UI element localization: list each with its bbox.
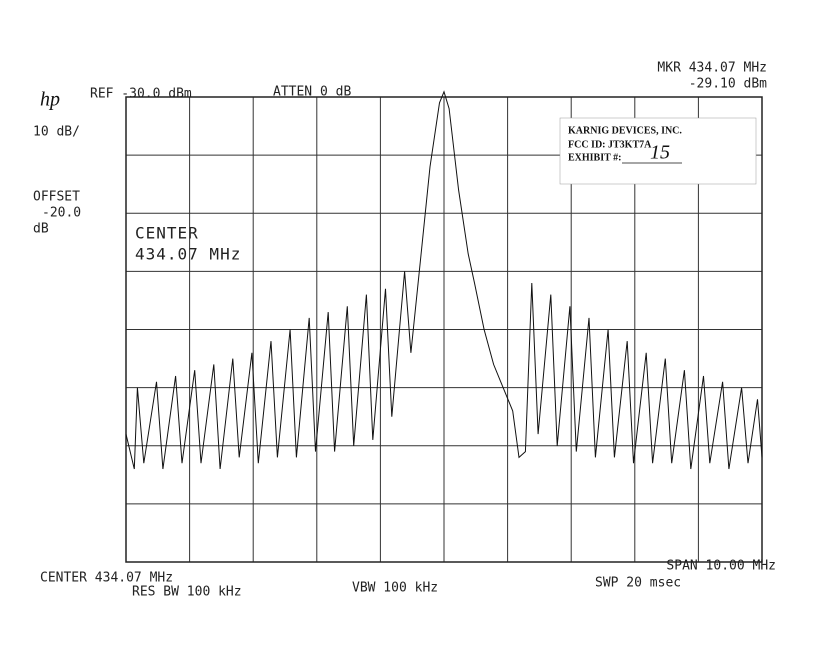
attenuation: ATTEN 0 dB: [273, 85, 351, 100]
marker-freq: MKR 434.07 MHz: [657, 61, 767, 76]
stamp-company: KARNIG DEVICES, INC.: [568, 125, 682, 136]
sweep: SWP 20 msec: [595, 576, 681, 591]
marker-level: -29.10 dBm: [689, 77, 767, 92]
graticule-frame: [125, 96, 763, 563]
center-value: 434.07 MHz: [135, 245, 241, 264]
ref-level: REF -30.0 dBm: [90, 87, 192, 102]
trace: [125, 90, 763, 470]
stamp-exhibit: EXHIBIT #:: [568, 152, 621, 163]
exhibit-stamp: [559, 117, 757, 185]
offset-unit: dB: [33, 222, 49, 237]
span: SPAN 10.00 MHz: [666, 559, 776, 574]
offset-value: -20.0: [42, 206, 81, 221]
scale: 10 dB/: [33, 125, 80, 140]
stamp-fcc: FCC ID: JT3KT7A: [568, 139, 652, 150]
center-footer: CENTER 434.07 MHz: [40, 571, 173, 586]
vbw: VBW 100 kHz: [352, 581, 438, 596]
res-bw: RES BW 100 kHz: [132, 585, 242, 600]
offset-label: OFFSET: [33, 190, 80, 205]
stamp-number: 15: [650, 142, 670, 164]
logo: hp: [40, 89, 60, 111]
center-label: CENTER: [135, 224, 199, 243]
